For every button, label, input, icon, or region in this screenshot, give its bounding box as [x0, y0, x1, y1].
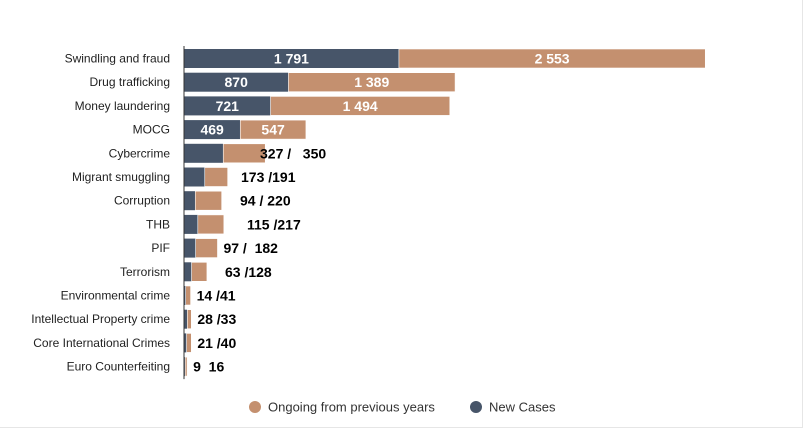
data-label-new-drug-trafficking: 870 — [225, 74, 249, 90]
bar-ongoing-pif[interactable] — [195, 238, 218, 258]
bar-new-cases-swindling-and-fraud[interactable] — [184, 49, 399, 68]
legend-label-ongoing[interactable]: Ongoing from previous years — [268, 400, 435, 415]
bar-ongoing-money-laundering[interactable] — [270, 96, 451, 116]
data-label-ongoing-drug-trafficking: 1 389 — [354, 74, 389, 90]
category-label-core-international-crimes: Core International Crimes — [33, 336, 170, 350]
data-label-core-international-crimes: 21 /40 — [197, 335, 236, 351]
bar-ongoing-corruption[interactable] — [194, 190, 222, 211]
data-label-new-swindling-and-fraud: 1 791 — [274, 51, 309, 67]
data-label-corruption: 94 / 220 — [240, 193, 291, 209]
bar-ongoing-environmental-crime[interactable] — [185, 285, 191, 306]
category-label-terrorism: Terrorism — [120, 265, 170, 279]
bar-new-cases-environmental-crime[interactable] — [184, 286, 186, 305]
bar-new-cases-drug-trafficking[interactable] — [184, 72, 289, 92]
data-label-ongoing-mocg: 547 — [261, 122, 285, 138]
bar-ongoing-core-international-crimes[interactable] — [186, 333, 192, 353]
legend-label-new-cases[interactable]: New Cases — [489, 400, 556, 415]
category-label-money-laundering: Money laundering — [75, 99, 170, 113]
bar-ongoing-terrorism[interactable] — [191, 261, 208, 282]
data-label-environmental-crime: 14 /41 — [197, 288, 236, 304]
legend-marker-new-cases[interactable] — [470, 401, 482, 413]
bar-new-cases-thb[interactable] — [184, 214, 198, 234]
bar-new-cases-corruption[interactable] — [184, 191, 196, 211]
bar-new-cases-core-international-crimes[interactable] — [184, 333, 187, 353]
data-label-cybercrime: 327 / 350 — [260, 145, 326, 161]
data-label-pif: 97 / 182 — [223, 240, 278, 256]
category-label-intellectual-property-crime: Intellectual Property crime — [31, 312, 170, 326]
category-label-corruption: Corruption — [114, 194, 170, 208]
data-label-ongoing-money-laundering: 1 494 — [343, 98, 378, 114]
bar-new-cases-pif[interactable] — [184, 238, 196, 258]
bar-ongoing-euro-counterfeiting[interactable] — [184, 356, 188, 377]
category-label-swindling-and-fraud: Swindling and fraud — [65, 52, 170, 66]
bar-new-cases-money-laundering[interactable] — [184, 96, 271, 116]
bar-new-cases-cybercrime[interactable] — [184, 143, 224, 163]
category-label-migrant-smuggling: Migrant smuggling — [72, 170, 170, 184]
category-label-euro-counterfeiting: Euro Counterfeiting — [67, 360, 170, 374]
data-label-terrorism: 63 /128 — [225, 264, 272, 280]
category-label-cybercrime: Cybercrime — [109, 146, 171, 160]
bar-ongoing-swindling-and-fraud[interactable] — [398, 48, 706, 69]
data-label-ongoing-swindling-and-fraud: 2 553 — [535, 51, 570, 67]
legend-marker-ongoing[interactable] — [249, 401, 261, 413]
bar-ongoing-thb[interactable] — [197, 214, 225, 235]
category-label-thb: THB — [146, 217, 170, 231]
bar-new-cases-euro-counterfeiting[interactable] — [184, 357, 186, 377]
bar-ongoing-migrant-smuggling[interactable] — [204, 167, 228, 187]
bar-new-cases-mocg[interactable] — [184, 120, 241, 140]
bar-ongoing-intellectual-property-crime[interactable] — [187, 309, 192, 330]
data-label-new-mocg: 469 — [200, 122, 224, 138]
bar-new-cases-terrorism[interactable] — [184, 262, 192, 282]
bar-new-cases-intellectual-property-crime[interactable] — [184, 309, 188, 329]
category-label-mocg: MOCG — [133, 123, 170, 137]
bar-new-cases-migrant-smuggling[interactable] — [184, 167, 205, 187]
data-label-thb: 115 /217 — [247, 216, 301, 232]
category-label-environmental-crime: Environmental crime — [61, 289, 171, 303]
data-label-euro-counterfeiting: 9 16 — [193, 359, 224, 375]
data-label-new-money-laundering: 721 — [216, 98, 240, 114]
category-label-pif: PIF — [151, 241, 170, 255]
bar-ongoing-cybercrime[interactable] — [222, 143, 266, 164]
bar-ongoing-mocg[interactable] — [239, 119, 307, 140]
category-label-drug-trafficking: Drug trafficking — [90, 75, 170, 89]
bar-ongoing-drug-trafficking[interactable] — [288, 72, 456, 92]
data-label-intellectual-property-crime: 28 /33 — [197, 311, 236, 327]
data-label-migrant-smuggling: 173 /191 — [241, 169, 296, 185]
